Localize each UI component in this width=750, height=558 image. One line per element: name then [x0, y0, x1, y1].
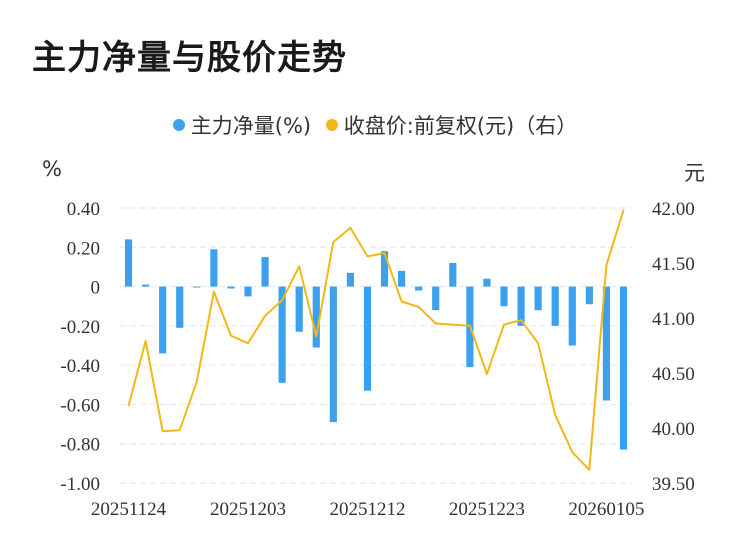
left-axis-tick-label: 0.40: [67, 199, 100, 220]
x-axis-tick-label: 20260105: [568, 499, 644, 520]
right-axis-tick-label: 41.50: [652, 254, 695, 275]
bar: [159, 286, 167, 354]
price-point: [332, 241, 335, 243]
bar: [295, 286, 303, 332]
bar: [517, 286, 525, 326]
price-point: [486, 373, 488, 375]
legend-item-main-net[interactable]: 主力净量(%): [172, 110, 312, 140]
bar: [312, 286, 320, 348]
bar: [142, 284, 150, 287]
bar: [261, 257, 269, 287]
price-point: [400, 300, 403, 303]
price-point: [281, 299, 283, 302]
bar: [619, 286, 628, 450]
bar: [193, 286, 201, 288]
price-point: [588, 469, 591, 471]
bar: [329, 286, 337, 423]
bar: [227, 286, 235, 289]
price-point: [298, 265, 301, 268]
bar: [398, 270, 406, 287]
left-axis-tick-label: -0.20: [60, 317, 100, 338]
x-axis-tick-label: 20251124: [91, 499, 167, 520]
left-axis-tick-label: -0.80: [60, 435, 100, 456]
price-point: [366, 255, 369, 258]
price-point: [213, 290, 215, 293]
price-point: [127, 405, 130, 407]
bar: [176, 286, 184, 328]
price-point: [571, 451, 574, 454]
bar: [432, 286, 440, 311]
legend-dot-blue-icon: [172, 119, 185, 131]
left-axis-tick-label: -1.00: [60, 474, 100, 495]
right-axis-tick-label: 41.00: [652, 309, 695, 330]
chart-title: 主力净量与股价走势: [32, 38, 347, 78]
bar: [244, 286, 252, 297]
bar: [346, 272, 354, 287]
legend-label-main-net: 主力净量(%): [190, 114, 312, 138]
left-axis-tick-label: 0.20: [67, 238, 100, 259]
bar: [449, 263, 457, 287]
price-point: [503, 323, 505, 326]
right-axis-tick-label: 39.50: [652, 474, 695, 495]
right-axis-tick-label: 40.00: [652, 419, 695, 440]
price-point: [383, 252, 386, 254]
right-axis-tick-label: 42.00: [652, 199, 695, 220]
price-point: [605, 264, 608, 267]
price-point: [434, 322, 437, 325]
bar: [415, 286, 423, 291]
left-axis-tick-label: 0: [91, 278, 101, 299]
price-point: [144, 340, 147, 342]
price-point: [178, 429, 181, 432]
legend-item-close-price[interactable]: 收盘价:前复权(元)（右）: [325, 110, 578, 140]
price-point: [622, 209, 625, 211]
price-point: [554, 414, 556, 416]
price-point: [315, 335, 318, 338]
bar: [602, 286, 610, 401]
price-point: [161, 430, 164, 433]
x-axis-tick-label: 20251203: [210, 499, 286, 520]
left-axis-tick-label: -0.60: [60, 395, 100, 416]
price-point: [417, 306, 420, 308]
x-axis-tick-label: 20251223: [449, 499, 525, 520]
left-axis-unit: %: [42, 157, 62, 181]
price-point: [264, 315, 266, 317]
legend-label-close-price: 收盘价:前复权(元)（右）: [343, 114, 578, 138]
bar: [124, 239, 133, 287]
bar: [380, 251, 389, 287]
right-axis-unit: 元: [684, 161, 705, 185]
bar: [483, 278, 491, 287]
legend-dot-yellow-icon: [325, 119, 338, 131]
price-point: [247, 342, 249, 345]
price-point: [230, 334, 232, 337]
left-axis-tick-label: -0.40: [60, 356, 100, 377]
price-line: [127, 209, 625, 471]
price-point: [196, 381, 198, 383]
x-axis-tick-label: 20251212: [329, 499, 405, 520]
price-point: [537, 342, 539, 345]
chart-legend: 主力净量(%) 收盘价:前复权(元)（右）: [0, 110, 750, 140]
right-axis-tick-label: 40.50: [652, 364, 695, 385]
bar: [585, 286, 593, 305]
bar: [568, 286, 576, 346]
bar: [500, 286, 508, 307]
price-point: [469, 324, 471, 327]
bar: [278, 286, 286, 383]
price-point: [349, 227, 352, 229]
price-point: [452, 323, 454, 326]
bar: [551, 286, 559, 326]
bar: [210, 249, 218, 287]
bar: [534, 286, 542, 311]
price-point: [520, 319, 522, 322]
bar: [363, 286, 372, 391]
